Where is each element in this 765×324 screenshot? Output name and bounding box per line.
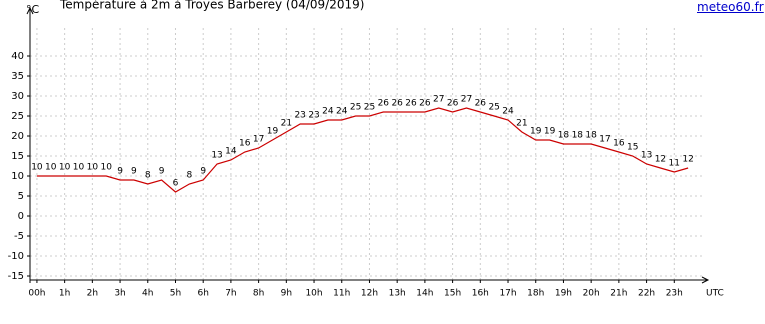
data-label: 17 xyxy=(253,135,264,145)
x-tick-label: 12h xyxy=(361,289,378,299)
x-tick-label: 11h xyxy=(333,289,350,299)
data-label: 9 xyxy=(117,167,123,177)
x-tick-label: 14h xyxy=(416,289,433,299)
data-label: 23 xyxy=(308,111,319,121)
data-label: 27 xyxy=(461,95,472,105)
data-label: 18 xyxy=(558,131,570,141)
data-label: 25 xyxy=(364,103,375,113)
data-label: 24 xyxy=(322,107,334,117)
data-label: 26 xyxy=(391,99,403,109)
x-tick-label: 2h xyxy=(87,289,98,299)
y-tick-label: 10 xyxy=(11,171,24,182)
x-tick-label: 23h xyxy=(666,289,683,299)
x-tick-label: 7h xyxy=(225,289,236,299)
x-tick-label: 21h xyxy=(610,289,627,299)
y-tick-label: 25 xyxy=(11,111,24,122)
data-label: 15 xyxy=(627,143,638,153)
data-label: 13 xyxy=(641,151,652,161)
data-label: 16 xyxy=(613,139,625,149)
data-label: 10 xyxy=(87,163,99,173)
x-tick-label: 16h xyxy=(472,289,489,299)
data-label: 21 xyxy=(281,119,292,129)
x-tick-label: 10h xyxy=(305,289,322,299)
data-label: 21 xyxy=(516,119,527,129)
data-label: 16 xyxy=(239,139,251,149)
y-tick-label: 40 xyxy=(11,51,24,62)
data-label: 24 xyxy=(336,107,348,117)
data-label: 10 xyxy=(31,163,43,173)
y-tick-label: 20 xyxy=(11,131,24,142)
data-label: 8 xyxy=(145,171,151,181)
x-tick-label: 19h xyxy=(555,289,572,299)
data-label: 24 xyxy=(502,107,514,117)
data-label: 8 xyxy=(186,171,192,181)
data-label: 12 xyxy=(682,155,693,165)
data-label: 19 xyxy=(544,127,556,137)
x-tick-label: 20h xyxy=(583,289,600,299)
data-label: 26 xyxy=(475,99,487,109)
y-tick-label: 0 xyxy=(18,211,24,222)
x-tick-label: 15h xyxy=(444,289,461,299)
data-label: 25 xyxy=(350,103,361,113)
data-label: 9 xyxy=(131,167,137,177)
data-label: 23 xyxy=(294,111,305,121)
y-tick-label: -5 xyxy=(14,231,24,242)
x-tick-label: 1h xyxy=(59,289,70,299)
source-link[interactable]: meteo60.fr xyxy=(697,0,764,14)
y-tick-label: -10 xyxy=(8,251,24,262)
y-axis xyxy=(26,6,34,283)
data-label: 18 xyxy=(572,131,584,141)
x-tick-label: 5h xyxy=(170,289,181,299)
data-label: 18 xyxy=(585,131,597,141)
data-label: 19 xyxy=(530,127,542,137)
data-label: 27 xyxy=(433,95,444,105)
chart-title: Température à 2m à Troyes Barberey (04/0… xyxy=(59,0,364,12)
data-label: 12 xyxy=(655,155,666,165)
data-label: 17 xyxy=(599,135,610,145)
x-tick-label: 22h xyxy=(638,289,655,299)
x-tick-label: 9h xyxy=(281,289,292,299)
data-label: 9 xyxy=(200,167,206,177)
data-label: 13 xyxy=(211,151,222,161)
data-label: 26 xyxy=(378,99,390,109)
x-axis xyxy=(30,276,710,284)
temperature-line xyxy=(36,107,689,193)
x-tick-label: 4h xyxy=(142,289,153,299)
x-tick-label: 3h xyxy=(114,289,125,299)
data-label: 26 xyxy=(447,99,459,109)
data-label: 19 xyxy=(267,127,279,137)
data-label: 14 xyxy=(225,147,237,157)
data-label: 10 xyxy=(73,163,85,173)
x-tick-label: 6h xyxy=(197,289,208,299)
x-tick-label: 8h xyxy=(253,289,264,299)
y-tick-label: 15 xyxy=(11,151,24,162)
data-label: 9 xyxy=(159,167,165,177)
y-axis-label: °C xyxy=(26,3,40,16)
data-label: 26 xyxy=(419,99,431,109)
y-tick-label: 5 xyxy=(18,191,24,202)
y-tick-label: -15 xyxy=(8,271,24,282)
x-tick-label: 18h xyxy=(527,289,544,299)
data-label: 6 xyxy=(173,179,179,189)
data-label: 26 xyxy=(405,99,417,109)
x-axis-label: UTC xyxy=(706,289,724,299)
y-tick-label: 30 xyxy=(11,91,24,102)
data-label: 11 xyxy=(669,159,680,169)
data-label: 10 xyxy=(45,163,57,173)
data-label: 10 xyxy=(100,163,112,173)
data-label: 25 xyxy=(488,103,499,113)
x-tick-label: 00h xyxy=(28,289,45,299)
x-tick-label: 13h xyxy=(389,289,406,299)
y-tick-label: 35 xyxy=(11,71,24,82)
x-tick-label: 17h xyxy=(499,289,516,299)
data-label: 10 xyxy=(59,163,71,173)
